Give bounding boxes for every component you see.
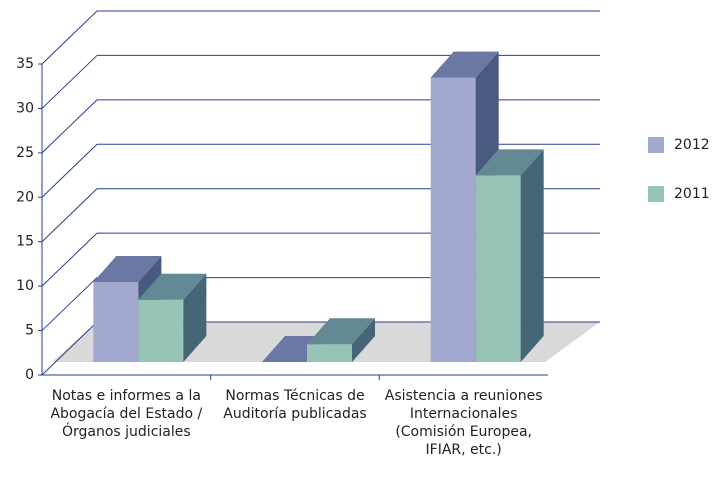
bar — [475, 149, 544, 362]
grid-line — [41, 232, 98, 287]
bar-face — [93, 256, 162, 283]
bar — [138, 273, 207, 362]
y-tick-label: 15 — [16, 234, 34, 250]
y-tick-label: 25 — [16, 145, 34, 161]
bar-face — [352, 318, 375, 362]
grid-line — [41, 55, 98, 109]
x-tick-label: Notas e informes a la Abogacía del Estad… — [50, 388, 203, 440]
bar-face — [183, 273, 207, 362]
y-tick-label: 10 — [16, 278, 34, 294]
x-tick-label: Asistencia a reuniones Internacionales (… — [384, 388, 543, 458]
bar-face — [475, 175, 521, 362]
bar-face — [475, 149, 544, 176]
y-tick-label: 20 — [16, 189, 34, 205]
bar-face — [430, 51, 499, 78]
bar-face — [93, 256, 162, 283]
x-tick-label: Normas Técnicas de Auditoría publicadas — [223, 388, 367, 422]
bar-face — [93, 282, 139, 362]
grid-line — [41, 10, 98, 65]
bar-face — [138, 273, 207, 300]
y-tick-label: 0 — [25, 367, 34, 383]
legend-label: 2012 — [674, 137, 710, 153]
bar-face — [520, 149, 544, 362]
bar — [307, 318, 375, 362]
bar-face — [307, 318, 375, 345]
bar-face — [430, 51, 499, 78]
bar-face — [475, 149, 544, 176]
bar-face — [307, 344, 352, 362]
grid-line — [41, 277, 98, 331]
y-tick-label: 5 — [25, 323, 34, 339]
y-tick-label: 30 — [16, 100, 34, 116]
legend-swatch — [648, 186, 664, 202]
grid-line — [41, 188, 98, 243]
grid-line — [41, 143, 98, 198]
legend-swatch — [648, 137, 664, 153]
grid-line — [41, 99, 98, 154]
y-tick-label: 35 — [16, 56, 34, 72]
bar-face — [138, 299, 184, 362]
bar-face — [430, 77, 476, 363]
legend-label: 2011 — [674, 186, 710, 202]
bar-face — [138, 273, 207, 300]
grid-line — [41, 321, 98, 376]
bar-face — [307, 318, 375, 345]
